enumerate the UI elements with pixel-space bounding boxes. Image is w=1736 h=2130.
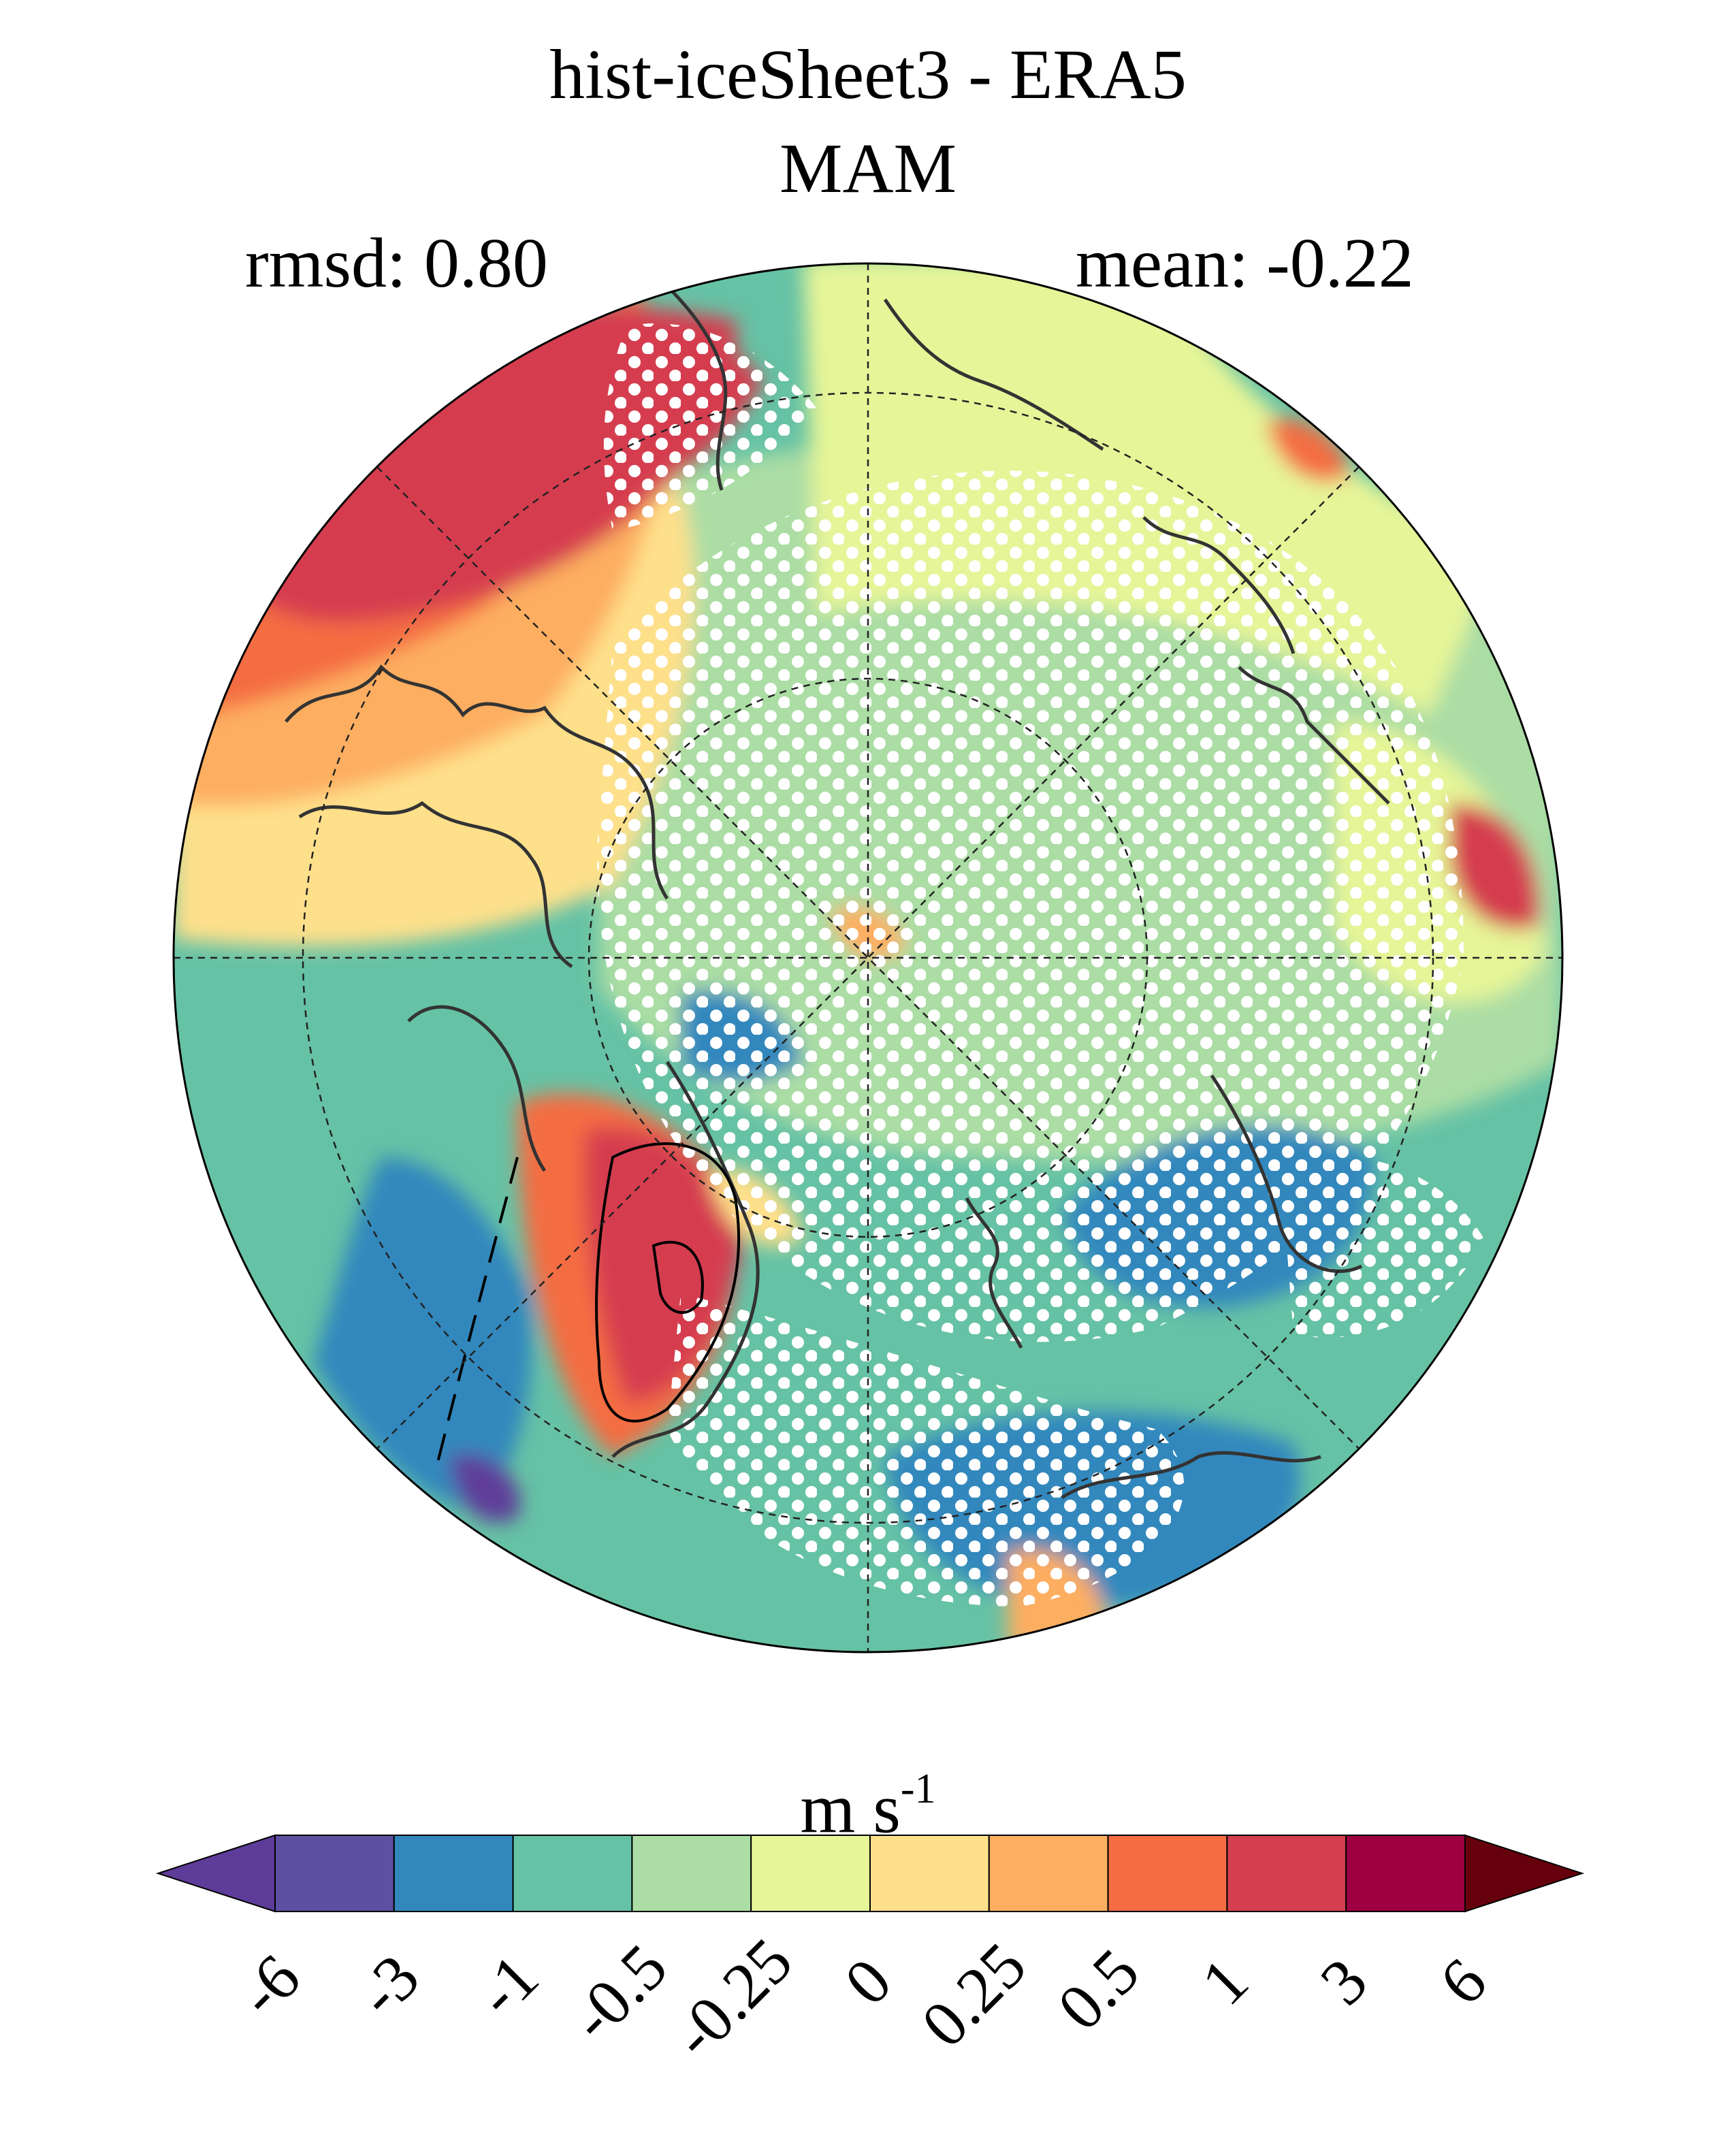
colorbar-segment (631, 1835, 752, 1912)
coastlines (285, 271, 1390, 1500)
units-exponent: -1 (900, 1766, 936, 1812)
season-subtitle: MAM (779, 129, 957, 208)
colorbar-segment (1226, 1835, 1347, 1912)
map-boundary (172, 262, 1564, 1653)
significance-stippling (597, 323, 1484, 1607)
colorbar-segment (869, 1835, 990, 1912)
topography-contours (434, 1142, 741, 1471)
rmsd-label: rmsd: 0.80 (245, 224, 548, 302)
colorbar-segment (393, 1835, 514, 1912)
meridian-line (376, 466, 1360, 1449)
colorbar-segment (1345, 1835, 1466, 1912)
meridian-line (376, 466, 1360, 1449)
units-label: m s-1 (0, 1768, 1736, 1848)
colorbar-segment (512, 1835, 633, 1912)
mean-label: mean: -0.22 (1076, 224, 1414, 302)
colorbar-over-triangle (1464, 1834, 1585, 1913)
graticule (174, 263, 1562, 1652)
colorbar-segment (1107, 1835, 1228, 1912)
colorbar-under-triangle (155, 1834, 276, 1913)
map-title: hist-iceSheet3 - ERA5 (549, 35, 1187, 114)
units-base: m s (800, 1769, 901, 1848)
colorbar-segment (274, 1835, 395, 1912)
colorbar-segment (988, 1835, 1109, 1912)
colorbar-segment (750, 1835, 871, 1912)
